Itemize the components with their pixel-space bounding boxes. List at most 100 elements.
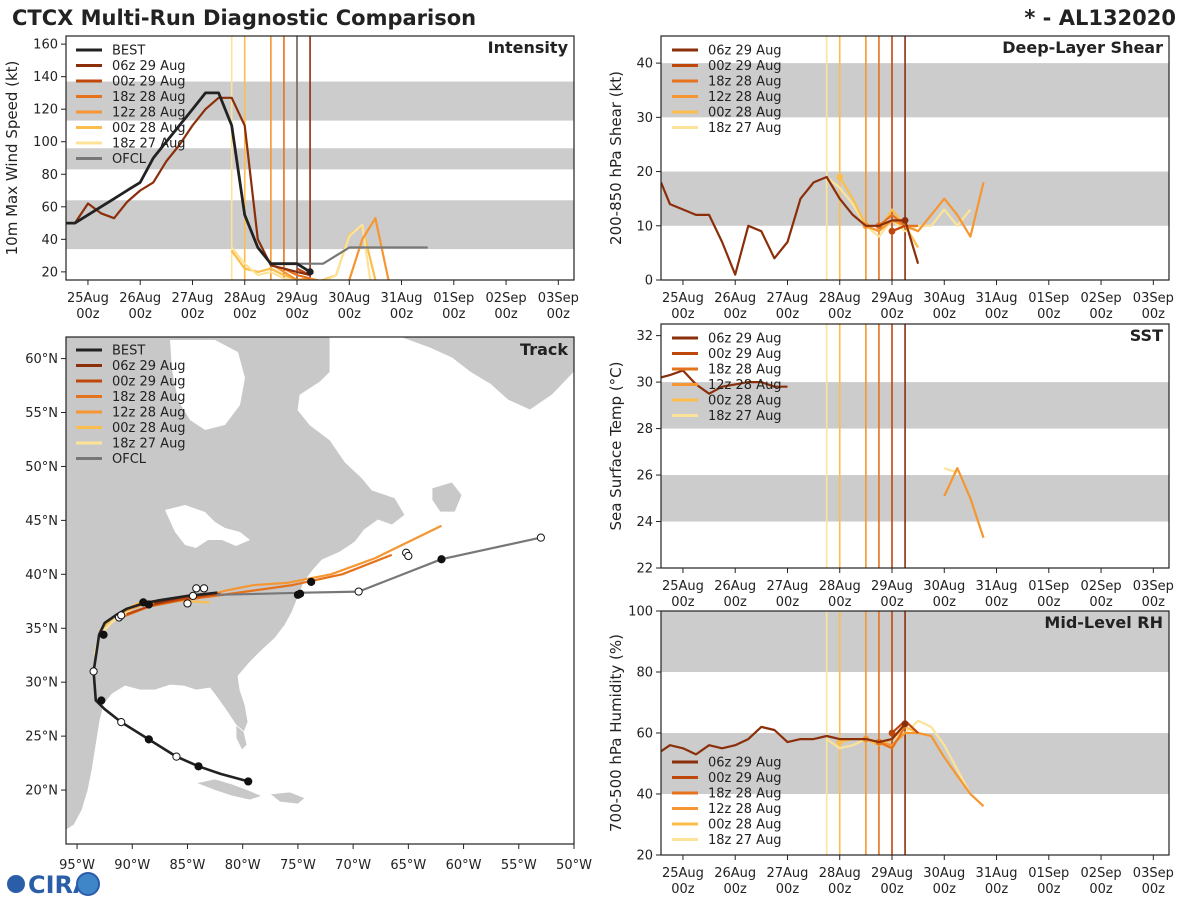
track-xlabel-65-w: 65°W [390,858,426,873]
track-marker-10 [117,611,126,620]
rh-xlabel-29aug: 29Aug [871,866,913,881]
rh-xlabel-28aug: 28Aug [819,866,861,881]
sst-xlabel2-28aug: 00z [828,595,852,610]
rh-band-2 [661,611,1169,672]
track-panel: 95°W 90°W 85°W 80°W 75°W 70°W 65°W 60°W 55°W 50°W… [25,336,592,873]
track-marker-7 [89,667,98,676]
shear-series-06z-29-aug [661,175,920,276]
sst-band-1 [661,475,1169,522]
sst-xlabel-31aug: 31Aug [976,579,1018,594]
sst-xlabel-28aug: 28Aug [819,579,861,594]
rh-axis-label: 700-500 hPa Humidity (%) [607,634,625,832]
intensity-ylabel-100: 100 [33,135,58,150]
intensity-ylabel-160: 160 [33,38,58,53]
rh-xlabel2-26aug: 00z [724,882,748,897]
shear-xlabel-29aug: 29Aug [871,291,913,306]
shear-xlabel2-25aug: 00z [671,307,695,322]
track-marker-2 [194,762,203,771]
legend-label-ofcl: OFCL [112,452,147,467]
intensity-xlabel-02sep: 02Sep [486,291,527,306]
intensity-band-2 [66,148,574,170]
cira-logo: CIRA [7,871,100,899]
intensity-xlabel2-27aug: 00z [181,307,205,322]
sst-xlabel-03sep: 03Sep [1133,579,1174,594]
rh-xlabel2-30aug: 00z [933,882,957,897]
intensity-xlabel-27aug: 27Aug [172,291,214,306]
shear-ylabel-10: 10 [636,219,653,234]
legend-label-00z-29-aug: 00z 29 Aug [708,59,782,74]
sst-xlabel-27aug: 27Aug [767,579,809,594]
sst-xlabel2-25aug: 00z [671,595,695,610]
legend-label-12z-28-aug: 12z 28 Aug [708,802,782,817]
legend-label-18z-28-aug: 18z 28 Aug [708,75,782,90]
cira-logo-icon [7,875,25,893]
sst-xlabel-02sep: 02Sep [1081,579,1122,594]
track-xlabel-80-w: 80°W [225,858,261,873]
track-marker-5 [117,718,126,727]
sst-xlabel2-03sep: 00z [1142,595,1166,610]
intensity-xlabel-28aug: 28Aug [224,291,266,306]
intensity-ylabel-140: 140 [33,70,58,85]
track-xlabel-75-w: 75°W [280,858,316,873]
track-marker-6 [97,696,106,705]
intensity-xlabel-30aug: 30Aug [328,291,370,306]
track-marker-14 [188,591,198,600]
track-ylabel-25-n: 25°N [25,730,58,745]
shear-frame [660,35,1170,281]
sst-xlabel2-02sep: 00z [1089,595,1113,610]
rh-xlabel2-25aug: 00z [671,882,695,897]
track-xlabel-90-w: 90°W [114,858,150,873]
track-marker-23 [437,555,446,564]
newfoundland-land [431,481,463,513]
intensity-xlabel-31aug: 31Aug [381,291,423,306]
legend-label-12z-28-aug: 12z 28 Aug [708,90,782,105]
track-marker-16 [199,584,209,593]
intensity-xlabel-29aug: 29Aug [276,291,318,306]
rh-xlabel-02sep: 02Sep [1081,866,1122,881]
shear-xlabel2-26aug: 00z [724,307,748,322]
intensity-xlabel2-26aug: 00z [129,307,153,322]
rh-xlabel2-03sep: 00z [1142,882,1166,897]
sst-band-2 [661,382,1169,429]
shear-xlabel-01sep: 01Sep [1028,291,1069,306]
track-marker-20 [354,587,363,596]
great-lakes [165,505,250,548]
shear-title: Deep-Layer Shear [1002,38,1163,57]
greenland-land [399,337,574,411]
intensity-ylabel-20: 20 [41,265,58,280]
intensity-xlabel2-02sep: 00z [494,307,518,322]
legend-label-00z-29-aug: 00z 29 Aug [112,375,186,390]
intensity-ylabel-40: 40 [41,233,58,248]
legend-label-18z-27-aug: 18z 27 Aug [708,833,782,848]
intensity-series-ofcl [297,246,428,265]
intensity-xlabel-03sep: 03Sep [538,291,579,306]
shear-init-point-00z-28-aug [836,173,844,181]
shear-band-1 [661,171,1169,226]
intensity-best-last-point [306,268,314,276]
figure-title: CTCX Multi-Run Diagnostic Comparison [12,6,476,30]
legend-label-00z-28-aug: 00z 28 Aug [112,421,186,436]
track-marker-22 [404,551,413,561]
legend-label-06z-29-aug: 06z 29 Aug [708,756,782,771]
intensity-series-06z-29-aug [73,96,311,277]
track-ylabel-55-n: 55°N [25,406,58,421]
rh-ylabel-80: 80 [636,666,653,681]
rh-xlabel-25aug: 25Aug [662,866,704,881]
intensity-xlabel2-30aug: 00z [338,307,362,322]
legend-label-00z-29-aug: 00z 29 Aug [708,347,782,362]
shear-xlabel-30aug: 30Aug [923,291,965,306]
shear-ylabel-30: 30 [636,111,653,126]
track-marker-3 [172,752,181,761]
rh-xlabel-26aug: 26Aug [714,866,756,881]
intensity-axis-label: 10m Max Wind Speed (kt) [3,61,21,256]
intensity-band-3 [66,81,574,121]
track-marker-4 [144,735,153,744]
legend-label-18z-28-aug: 18z 28 Aug [708,363,782,378]
legend-label-best: BEST [112,44,145,59]
sst-frame [660,323,1170,569]
intensity-plot-area [66,36,574,280]
legend-label-06z-29-aug: 06z 29 Aug [112,359,186,374]
sst-ylabel-30: 30 [636,376,653,391]
cuba-land [194,778,264,801]
